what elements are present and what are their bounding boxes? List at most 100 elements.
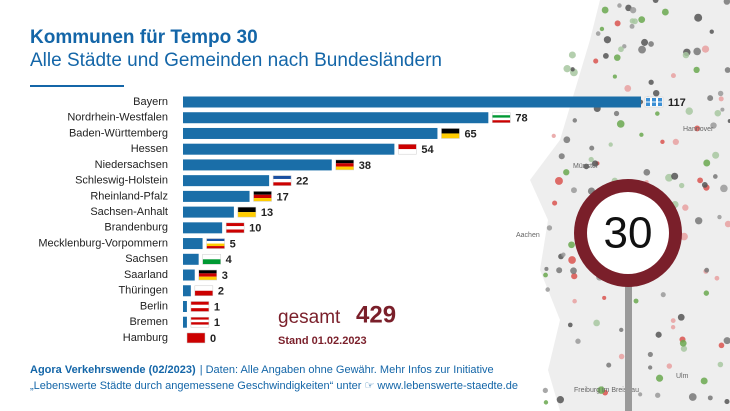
flag-stripe xyxy=(335,166,354,170)
flag-stripe xyxy=(398,149,417,155)
map-dot xyxy=(629,23,635,29)
flag-stripe xyxy=(492,120,511,123)
map-dot xyxy=(712,174,718,179)
map-dot xyxy=(561,252,566,257)
flag-border xyxy=(398,143,417,155)
map-dot xyxy=(717,90,724,97)
flag-stripe xyxy=(206,241,225,244)
map-dot xyxy=(655,392,661,398)
bar xyxy=(183,316,187,328)
map-dot xyxy=(572,118,578,123)
map-dot xyxy=(666,363,673,369)
bar xyxy=(183,300,187,312)
flag-stripe xyxy=(198,273,217,277)
data-label: 38 xyxy=(359,160,371,172)
y-tick-label: Mecklenburg-Vorpommern xyxy=(38,237,168,249)
flag xyxy=(190,301,210,312)
flag xyxy=(202,254,221,265)
flag-stripe xyxy=(253,198,272,202)
map-dot xyxy=(660,139,665,145)
flag xyxy=(190,316,210,328)
flag-border xyxy=(253,191,272,202)
y-tick-label: Sachsen-Anhalt xyxy=(90,206,168,218)
map-dot xyxy=(710,122,717,129)
flag-border xyxy=(272,175,292,186)
data-label: 1 xyxy=(214,317,220,329)
flag-border xyxy=(190,316,210,328)
map-dot xyxy=(568,241,575,249)
map-dot xyxy=(558,153,565,160)
map-dot xyxy=(593,319,600,327)
map-dot xyxy=(603,36,612,44)
map-dot xyxy=(655,374,664,382)
map-dot xyxy=(679,182,685,189)
map-dot xyxy=(546,225,553,231)
bar xyxy=(183,190,250,202)
map-dot xyxy=(712,151,720,159)
flag-stripe xyxy=(194,285,213,291)
y-tick-label: Saarland xyxy=(124,269,168,281)
flag-stripe xyxy=(398,144,417,150)
flag-stripe xyxy=(253,194,272,199)
flag-stripe xyxy=(190,324,209,328)
map-dot xyxy=(682,204,689,211)
data-label: 0 xyxy=(210,333,216,345)
map-dot xyxy=(556,267,563,274)
data-label: 17 xyxy=(277,191,289,203)
map-dot xyxy=(647,351,653,357)
flag-stripe xyxy=(190,322,209,325)
data-label: 1 xyxy=(214,301,220,313)
flag xyxy=(644,96,664,108)
flag-stripe xyxy=(226,229,245,233)
map-dot xyxy=(720,107,725,112)
map-dot xyxy=(655,111,660,116)
map-dot xyxy=(703,290,710,296)
flag-lozenge xyxy=(652,98,656,102)
map-dot xyxy=(619,327,624,333)
flag-border xyxy=(441,128,460,139)
map-dot xyxy=(648,79,654,85)
map-dot xyxy=(648,41,654,47)
map-dot xyxy=(595,31,601,36)
flag-border xyxy=(202,254,221,265)
map-dot xyxy=(724,67,730,73)
flag xyxy=(237,206,257,218)
map-dot xyxy=(718,342,725,349)
flag-stripe xyxy=(187,332,205,343)
map-dot xyxy=(660,292,666,298)
map-dot xyxy=(685,107,693,115)
map-dot xyxy=(544,266,549,272)
flag-stripe xyxy=(492,117,511,121)
total-value: 429 xyxy=(356,301,396,328)
map-dot xyxy=(629,7,637,14)
chart-subtitle: Alle Städte und Gemeinden nach Bundeslän… xyxy=(30,50,442,71)
map-dot xyxy=(608,142,613,147)
map-dot xyxy=(701,182,708,188)
map-dot xyxy=(601,6,609,14)
map-dot xyxy=(723,0,730,5)
flag-stripe xyxy=(202,259,221,265)
map-dot xyxy=(724,399,730,405)
flag-stripe xyxy=(206,243,225,247)
bar xyxy=(183,206,234,218)
flag-stripe xyxy=(190,317,209,320)
flag xyxy=(398,143,417,155)
map-dot xyxy=(703,159,711,167)
map-dot xyxy=(671,172,679,180)
data-label: 13 xyxy=(261,207,273,219)
flag-border xyxy=(644,96,664,108)
map-dot xyxy=(714,109,722,117)
flag-stripe xyxy=(441,133,460,139)
source: Agora Verkehrswende (02/2023) xyxy=(30,364,196,376)
chart-title: Kommunen für Tempo 30 xyxy=(30,27,258,48)
flag xyxy=(186,332,206,344)
map-dot xyxy=(567,322,573,328)
map-dot xyxy=(602,295,607,300)
map-dot xyxy=(571,187,577,194)
speed-sign: 30 xyxy=(574,179,682,411)
flag-stripe xyxy=(492,112,511,116)
y-tick-label: Niedersachsen xyxy=(95,159,168,171)
flag-border xyxy=(237,206,257,218)
map-dot xyxy=(707,395,713,401)
map-dot xyxy=(591,160,599,167)
